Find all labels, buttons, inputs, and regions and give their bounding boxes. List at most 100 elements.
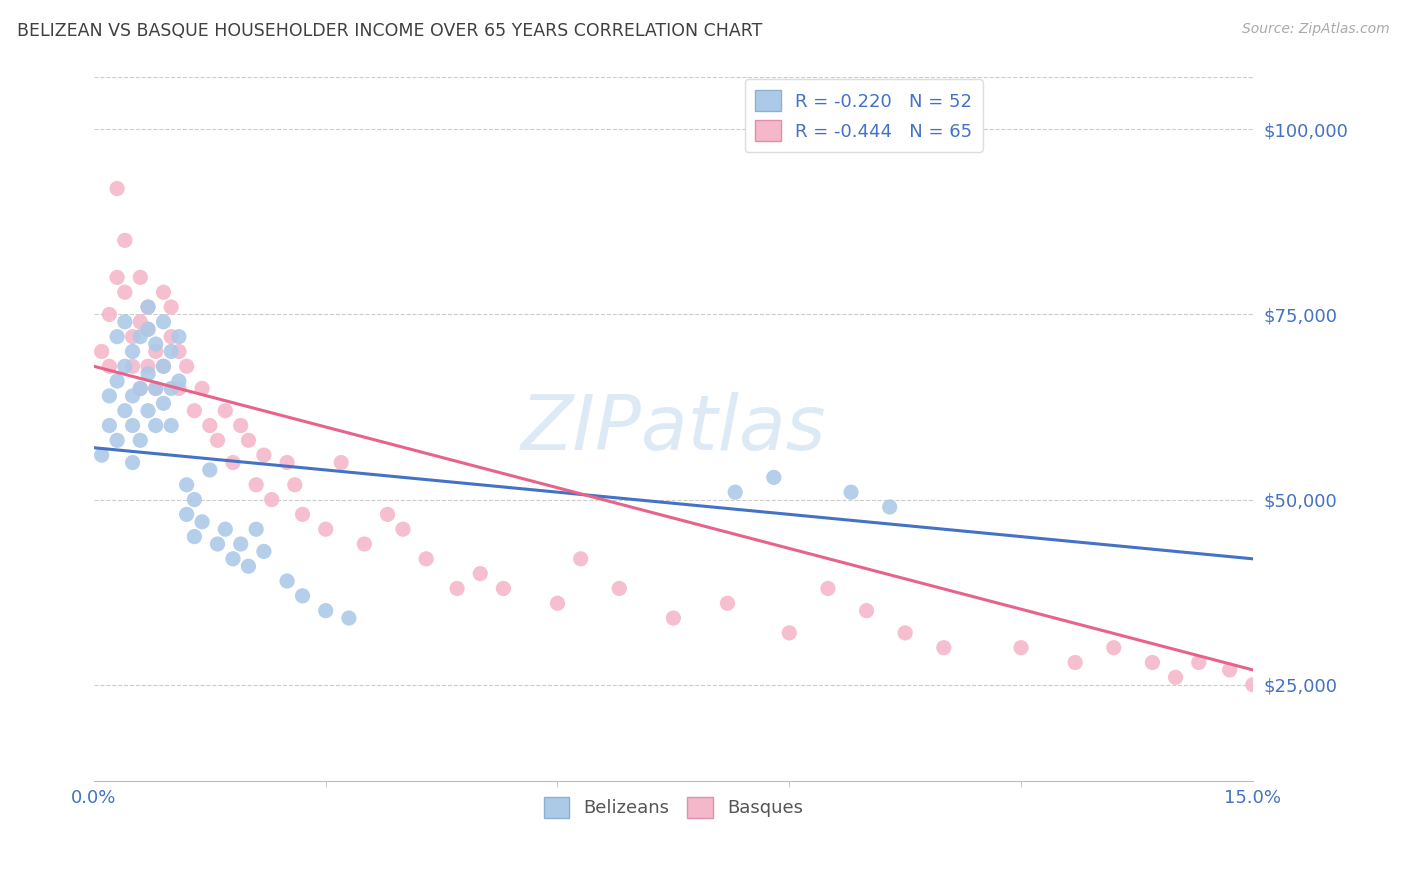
- Point: [160, 382, 183, 396]
- Point: [160, 344, 183, 359]
- Point: [114, 403, 136, 417]
- Point: [222, 551, 245, 566]
- Point: [214, 522, 236, 536]
- Point: [167, 374, 190, 388]
- Point: [167, 344, 190, 359]
- Point: [253, 544, 276, 558]
- Point: [176, 508, 198, 522]
- Point: [291, 589, 314, 603]
- Point: [114, 285, 136, 300]
- Point: [105, 329, 128, 343]
- Point: [152, 285, 174, 300]
- Point: [105, 270, 128, 285]
- Point: [121, 359, 143, 374]
- Point: [1102, 640, 1125, 655]
- Point: [238, 434, 260, 448]
- Point: [1010, 640, 1032, 655]
- Point: [98, 307, 121, 321]
- Point: [136, 367, 159, 381]
- Point: [315, 522, 337, 536]
- Point: [1064, 656, 1087, 670]
- Point: [105, 181, 128, 195]
- Point: [160, 418, 183, 433]
- Point: [284, 477, 307, 491]
- Point: [191, 382, 214, 396]
- Point: [183, 492, 205, 507]
- Point: [198, 418, 221, 433]
- Point: [121, 418, 143, 433]
- Point: [129, 382, 152, 396]
- Point: [470, 566, 492, 581]
- Point: [145, 337, 167, 351]
- Point: [145, 382, 167, 396]
- Point: [176, 477, 198, 491]
- Point: [207, 434, 229, 448]
- Point: [105, 374, 128, 388]
- Point: [145, 418, 167, 433]
- Point: [276, 456, 298, 470]
- Point: [238, 559, 260, 574]
- Text: Source: ZipAtlas.com: Source: ZipAtlas.com: [1241, 22, 1389, 37]
- Point: [879, 500, 901, 514]
- Point: [152, 359, 174, 374]
- Point: [90, 344, 112, 359]
- Point: [253, 448, 276, 462]
- Point: [392, 522, 415, 536]
- Point: [198, 463, 221, 477]
- Point: [1164, 670, 1187, 684]
- Point: [229, 418, 252, 433]
- Point: [98, 359, 121, 374]
- Point: [315, 604, 337, 618]
- Point: [136, 322, 159, 336]
- Point: [245, 477, 267, 491]
- Point: [105, 434, 128, 448]
- Point: [207, 537, 229, 551]
- Point: [214, 403, 236, 417]
- Point: [330, 456, 353, 470]
- Point: [152, 396, 174, 410]
- Point: [145, 344, 167, 359]
- Point: [839, 485, 862, 500]
- Point: [291, 508, 314, 522]
- Point: [167, 329, 190, 343]
- Point: [607, 582, 630, 596]
- Point: [160, 329, 183, 343]
- Point: [932, 640, 955, 655]
- Point: [547, 596, 569, 610]
- Point: [121, 344, 143, 359]
- Point: [129, 329, 152, 343]
- Point: [1142, 656, 1164, 670]
- Point: [191, 515, 214, 529]
- Point: [778, 626, 800, 640]
- Point: [492, 582, 515, 596]
- Point: [136, 322, 159, 336]
- Point: [167, 382, 190, 396]
- Point: [662, 611, 685, 625]
- Point: [114, 315, 136, 329]
- Point: [415, 551, 437, 566]
- Point: [229, 537, 252, 551]
- Point: [762, 470, 785, 484]
- Point: [114, 359, 136, 374]
- Point: [1241, 678, 1264, 692]
- Point: [446, 582, 468, 596]
- Point: [90, 448, 112, 462]
- Point: [98, 418, 121, 433]
- Point: [136, 359, 159, 374]
- Point: [121, 389, 143, 403]
- Point: [1188, 656, 1211, 670]
- Point: [129, 434, 152, 448]
- Text: ZIPatlas: ZIPatlas: [520, 392, 827, 467]
- Text: BELIZEAN VS BASQUE HOUSEHOLDER INCOME OVER 65 YEARS CORRELATION CHART: BELIZEAN VS BASQUE HOUSEHOLDER INCOME OV…: [17, 22, 762, 40]
- Point: [337, 611, 360, 625]
- Point: [136, 300, 159, 314]
- Point: [183, 530, 205, 544]
- Point: [245, 522, 267, 536]
- Point: [894, 626, 917, 640]
- Point: [129, 382, 152, 396]
- Point: [183, 403, 205, 417]
- Point: [817, 582, 839, 596]
- Point: [114, 233, 136, 247]
- Point: [222, 456, 245, 470]
- Point: [377, 508, 399, 522]
